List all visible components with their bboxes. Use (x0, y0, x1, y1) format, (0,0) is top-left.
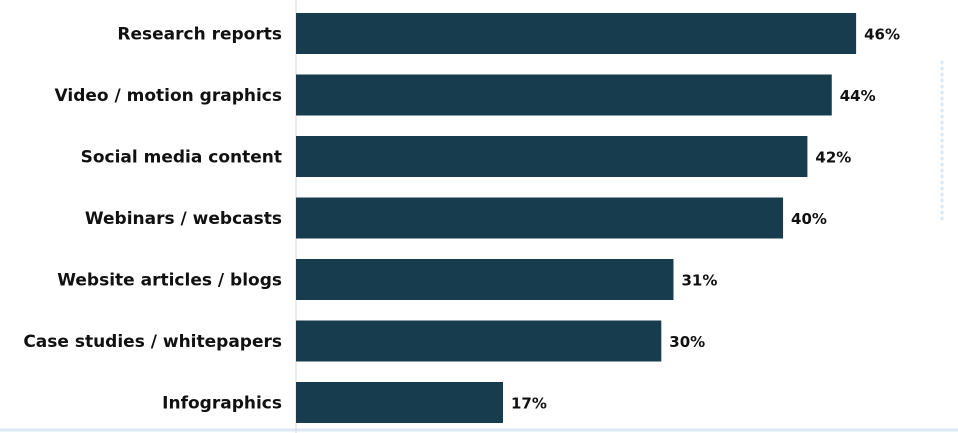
value-label-4: 31% (681, 272, 717, 290)
category-label-1: Video / motion graphics (55, 86, 282, 106)
value-label-3: 40% (791, 210, 827, 228)
category-label-5: Case studies / whitepapers (23, 332, 282, 352)
value-label-5: 30% (669, 333, 705, 351)
bar-1 (296, 74, 832, 116)
bar-4 (296, 259, 674, 300)
bar-6 (296, 382, 503, 423)
category-label-3: Webinars / webcasts (85, 209, 282, 229)
value-label-2: 42% (815, 149, 851, 167)
category-label-4: Website articles / blogs (57, 271, 282, 291)
value-label-1: 44% (840, 87, 876, 105)
value-label-6: 17% (511, 395, 547, 413)
category-label-6: Infographics (162, 394, 282, 414)
value-label-0: 46% (864, 26, 900, 44)
bar-3 (296, 197, 784, 239)
category-label-2: Social media content (81, 148, 282, 168)
category-label-0: Research reports (117, 25, 282, 45)
labels-layer: Research reports 46% Video / motion graphi… (23, 25, 900, 414)
bar-0 (296, 13, 857, 54)
bar-2 (296, 136, 808, 177)
bars-layer (296, 13, 857, 423)
bar-5 (296, 320, 662, 362)
